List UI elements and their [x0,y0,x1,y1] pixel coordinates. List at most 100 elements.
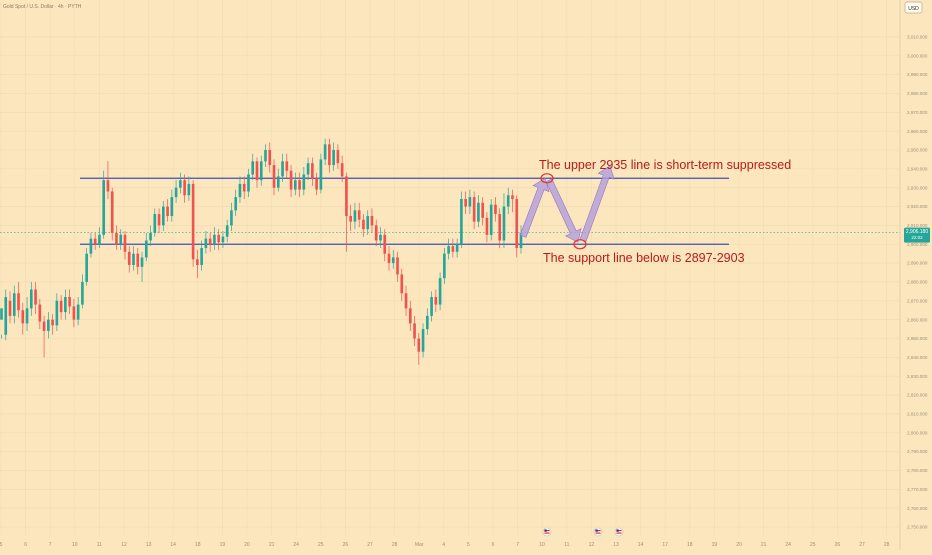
level-markers[interactable] [540,173,587,250]
candle[interactable] [170,189,174,222]
candle[interactable] [102,170,106,239]
candle[interactable] [89,232,93,258]
candle[interactable] [76,297,80,326]
currency-badge[interactable]: USD [904,1,923,14]
candle[interactable] [472,191,476,230]
candle[interactable] [404,285,408,316]
lower-annotation-text[interactable]: The support line below is 2897-2903 [543,251,745,265]
candle[interactable] [98,227,101,249]
candle[interactable] [396,251,399,282]
candle[interactable] [106,161,110,200]
candle[interactable] [25,297,29,331]
price-axis[interactable]: 2,750.000 2,760.000 2,770.000 2,780.000 2,79… [907,35,928,530]
candle[interactable] [47,312,50,339]
candle[interactable] [340,155,344,183]
candle[interactable] [161,200,165,232]
candle[interactable] [506,187,510,215]
candle[interactable] [149,225,152,247]
candle[interactable] [289,165,293,198]
candle[interactable] [179,172,182,194]
projection-arrows[interactable] [519,165,615,243]
candle[interactable] [204,231,208,254]
event-flag-icon[interactable] [593,527,603,537]
candle[interactable] [443,248,446,284]
event-flag-icon[interactable] [542,527,552,537]
candle[interactable] [51,313,54,335]
candle[interactable] [12,285,16,324]
candle[interactable] [255,157,259,188]
candle[interactable] [328,138,331,173]
candle[interactable] [276,168,280,192]
candle[interactable] [191,180,195,267]
event-flag-icon[interactable] [614,527,624,537]
candle[interactable] [17,281,20,318]
candle[interactable] [196,249,199,279]
candle[interactable] [425,308,429,335]
candle[interactable] [281,153,284,183]
candle[interactable] [225,219,229,243]
candle[interactable] [29,281,33,316]
candle[interactable] [68,289,71,314]
candle[interactable] [34,281,37,314]
candle[interactable] [302,166,306,196]
upper-annotation-text[interactable]: The upper 2935 line is short-term suppre… [539,158,791,172]
candle[interactable] [502,193,506,249]
candle[interactable] [451,238,455,258]
candle[interactable] [64,289,67,320]
candle[interactable] [166,199,169,222]
candle[interactable] [285,153,289,179]
candle[interactable] [187,176,191,201]
candle[interactable] [362,214,365,237]
candle[interactable] [272,159,276,196]
candle[interactable] [511,189,514,213]
candle[interactable] [200,240,203,271]
candle[interactable] [468,189,472,215]
candle[interactable] [413,315,416,347]
candle[interactable] [140,251,144,282]
candle[interactable] [293,172,297,196]
candle[interactable] [319,153,323,194]
candle[interactable] [157,208,161,233]
candle[interactable] [357,202,361,228]
candle[interactable] [366,210,370,235]
candle[interactable] [8,291,12,324]
candle[interactable] [81,274,84,309]
candle[interactable] [21,302,25,335]
candle[interactable] [264,144,267,167]
candle[interactable] [119,229,123,250]
candle[interactable] [374,219,378,247]
candle[interactable] [332,142,335,171]
candle[interactable] [391,249,395,269]
candle[interactable] [136,248,140,275]
candle[interactable] [408,300,412,331]
candle[interactable] [174,180,178,203]
candle[interactable] [519,225,523,254]
candle[interactable] [123,231,127,260]
candle[interactable] [230,202,233,232]
candle[interactable] [208,232,212,252]
candle[interactable] [421,323,425,358]
candle[interactable] [93,232,97,250]
candle[interactable] [489,199,493,241]
projection-arrow-down[interactable] [545,178,582,243]
economic-event-markers[interactable] [542,527,624,537]
candle[interactable] [242,176,246,200]
candle[interactable] [144,232,148,262]
candle[interactable] [515,195,519,258]
candle[interactable] [464,191,467,215]
time-axis[interactable]: 5 6 7 10 11 12 13 14 18 19 20 21 24 25 26 27 28 Mar 4 5 6 7 10… [0,542,890,548]
candle[interactable] [370,208,374,233]
candle[interactable] [238,176,242,203]
candle[interactable] [110,187,114,241]
candle[interactable] [311,157,314,186]
candle[interactable] [306,157,310,181]
candle[interactable] [417,332,421,365]
candle[interactable] [477,195,480,228]
candle[interactable] [268,142,272,173]
candle[interactable] [481,197,484,226]
candle[interactable] [379,227,382,249]
candle[interactable] [349,204,352,232]
projection-arrow-up-2[interactable] [579,165,615,242]
candle[interactable] [323,138,327,166]
